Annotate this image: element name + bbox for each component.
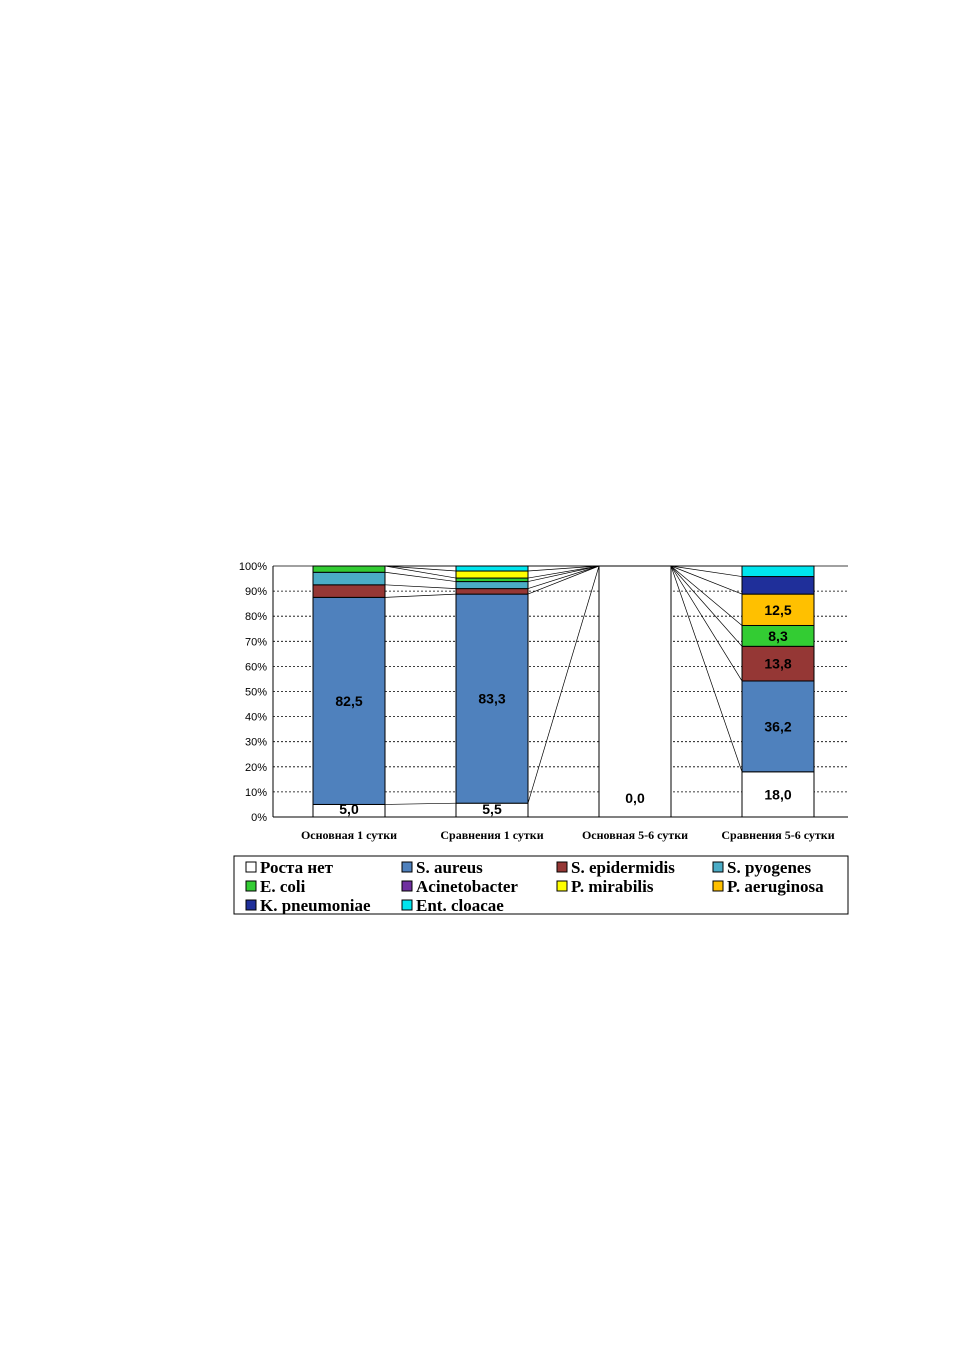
y-tick-label: 0%: [251, 812, 267, 824]
bar-segment: [455, 565, 529, 572]
legend-swatch: [245, 880, 257, 892]
legend-label: Ent. cloacae: [416, 896, 504, 915]
bar-segment: [455, 588, 529, 595]
legend-swatch: [401, 899, 413, 911]
series-line: [670, 565, 743, 626]
y-tick-label: 20%: [245, 762, 267, 774]
y-tick-label: 10%: [245, 787, 267, 799]
legend-swatch: [556, 880, 568, 892]
legend-label: S. aureus: [416, 858, 483, 877]
data-label: 18,0: [764, 786, 791, 802]
category-label: Сравнения 1 сутки: [440, 828, 543, 842]
legend-box: [233, 855, 849, 915]
y-tick-label: 40%: [245, 712, 267, 724]
bar-segment: [741, 771, 815, 818]
category-label: Основная 1 сутки: [301, 828, 397, 842]
series-line: [384, 593, 457, 598]
bar-segment: [598, 565, 672, 818]
series-line: [670, 565, 743, 647]
series-line: [527, 565, 600, 582]
data-label: 5,0: [339, 801, 359, 817]
legend-swatch: [712, 861, 724, 873]
y-tick-label: 90%: [245, 586, 267, 598]
bar-segment: [455, 593, 529, 804]
series-line: [527, 565, 600, 579]
series-line: [384, 571, 457, 582]
legend-swatch: [712, 880, 724, 892]
series-line: [670, 565, 743, 772]
series-line: [527, 565, 600, 589]
data-label: 13,8: [764, 656, 791, 672]
legend-swatch: [401, 880, 413, 892]
category-label: Сравнения 5-6 сутки: [721, 828, 834, 842]
y-tick-label: 50%: [245, 687, 267, 699]
data-label: 0,0: [625, 790, 645, 806]
series-line: [384, 584, 457, 589]
legend-label: Роста нет: [260, 858, 334, 877]
series-line: [527, 565, 600, 595]
bar-segment: [455, 570, 529, 579]
bar-segment: [741, 593, 815, 626]
bar-segment: [312, 571, 386, 586]
series-line: [670, 565, 743, 577]
legend-swatch: [245, 861, 257, 873]
category-label: Основная 5-6 сутки: [582, 828, 688, 842]
series-line: [670, 565, 743, 595]
series-line: [384, 565, 457, 572]
legend-label: S. epidermidis: [571, 858, 675, 877]
y-tick-label: 60%: [245, 661, 267, 673]
series-line: [384, 565, 457, 579]
data-label: 8,3: [768, 628, 788, 644]
series-line: [670, 565, 743, 682]
legend-swatch: [401, 861, 413, 873]
data-label: 12,5: [764, 602, 791, 618]
bar-segment: [312, 596, 386, 805]
legend-label: P. aeruginosa: [727, 877, 824, 896]
y-tick-label: 100%: [239, 561, 267, 573]
legend-swatch: [245, 899, 257, 911]
series-line: [527, 565, 600, 804]
data-label: 82,5: [335, 693, 362, 709]
data-label: 83,3: [478, 691, 505, 707]
y-tick-label: 80%: [245, 611, 267, 623]
bar-segment: [741, 680, 815, 773]
bar-segment: [741, 645, 815, 682]
legend-label: P. mirabilis: [571, 877, 654, 896]
bar-segment: [455, 577, 529, 583]
y-tick-label: 30%: [245, 737, 267, 749]
bar-segment: [312, 565, 386, 573]
bar-segment: [312, 584, 386, 598]
legend-swatch: [556, 861, 568, 873]
data-label: 36,2: [764, 718, 791, 734]
legend-label: K. pneumoniae: [260, 896, 371, 915]
bar-segment: [741, 565, 815, 578]
data-label: 5,5: [482, 801, 502, 817]
legend-label: Acinetobacter: [416, 877, 518, 896]
series-line: [384, 802, 457, 805]
series-line: [527, 565, 600, 572]
legend-label: E. coli: [260, 877, 306, 896]
legend-label: S. pyogenes: [727, 858, 811, 877]
y-tick-label: 70%: [245, 636, 267, 648]
bar-segment: [455, 581, 529, 590]
bar-segment: [741, 576, 815, 595]
